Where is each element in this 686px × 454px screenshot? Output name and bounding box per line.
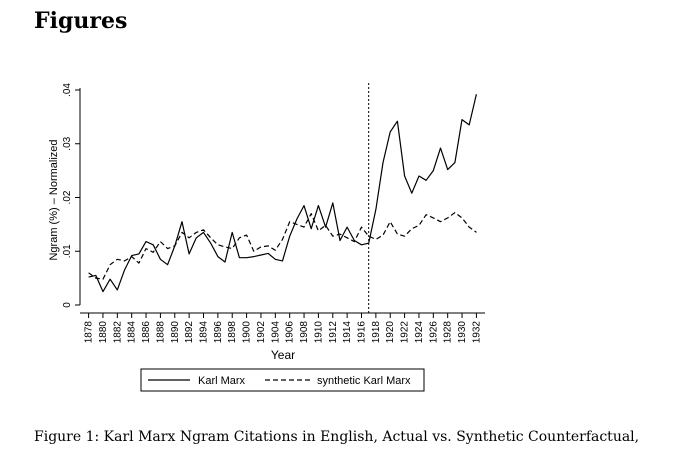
y-tick-label: .04: [62, 83, 73, 97]
x-tick-label: 1878: [84, 321, 95, 344]
x-tick-label: 1890: [170, 321, 181, 344]
x-tick-label: 1914: [342, 321, 353, 344]
x-tick-label: 1930: [457, 321, 468, 344]
x-tick-label: 1922: [400, 321, 411, 344]
x-ticks: 1878 1880 1882 1884 1886 1888 1890 1892 1894 1896…: [84, 313, 482, 344]
x-tick-label: 1884: [127, 321, 138, 344]
y-axis-label: Ngram (%) – Normalized: [48, 139, 60, 260]
x-tick-label: 1906: [285, 321, 296, 344]
x-tick-label: 1920: [385, 321, 396, 344]
x-tick-label: 1924: [414, 321, 425, 344]
legend: Karl Marx synthetic Karl Marx: [140, 368, 425, 392]
x-tick-label: 1886: [141, 321, 152, 344]
y-ticks: 0 .01 .02 .03 .04: [62, 83, 80, 308]
series-line-synthetic-karl-marx: [88, 212, 477, 280]
x-tick-label: 1910: [313, 321, 324, 344]
legend-label-synthetic: synthetic Karl Marx: [317, 375, 411, 387]
plot-frame: [79, 88, 485, 314]
section-title: Figures: [34, 8, 128, 34]
series-line-karl-marx: [88, 94, 477, 293]
x-tick-label: 1912: [328, 321, 339, 344]
x-tick-label: 1902: [256, 321, 267, 344]
y-tick-label: 0: [62, 302, 73, 308]
x-tick-label: 1888: [155, 321, 166, 344]
x-tick-label: 1880: [98, 321, 109, 344]
x-tick-label: 1882: [112, 321, 123, 344]
figure-caption: Figure 1: Karl Marx Ngram Citations in E…: [34, 429, 640, 445]
x-tick-label: 1894: [199, 321, 210, 344]
x-tick-label: 1892: [184, 321, 195, 344]
series-group: [88, 94, 477, 293]
y-tick-label: .03: [62, 136, 73, 150]
x-tick-label: 1908: [299, 321, 310, 344]
x-tick-label: 1926: [428, 321, 439, 344]
x-axis-label: Year: [271, 348, 295, 362]
legend-label-karl-marx: Karl Marx: [198, 375, 246, 387]
x-tick-label: 1928: [443, 321, 454, 344]
x-tick-label: 1900: [242, 321, 253, 344]
x-tick-label: 1896: [213, 321, 224, 344]
x-tick-label: 1918: [371, 321, 382, 344]
x-tick-label: 1932: [471, 321, 482, 344]
x-tick-label: 1898: [227, 321, 238, 344]
y-tick-label: .01: [62, 244, 73, 258]
y-tick-label: .02: [62, 190, 73, 204]
x-tick-label: 1916: [357, 321, 368, 344]
x-tick-label: 1904: [270, 321, 281, 344]
